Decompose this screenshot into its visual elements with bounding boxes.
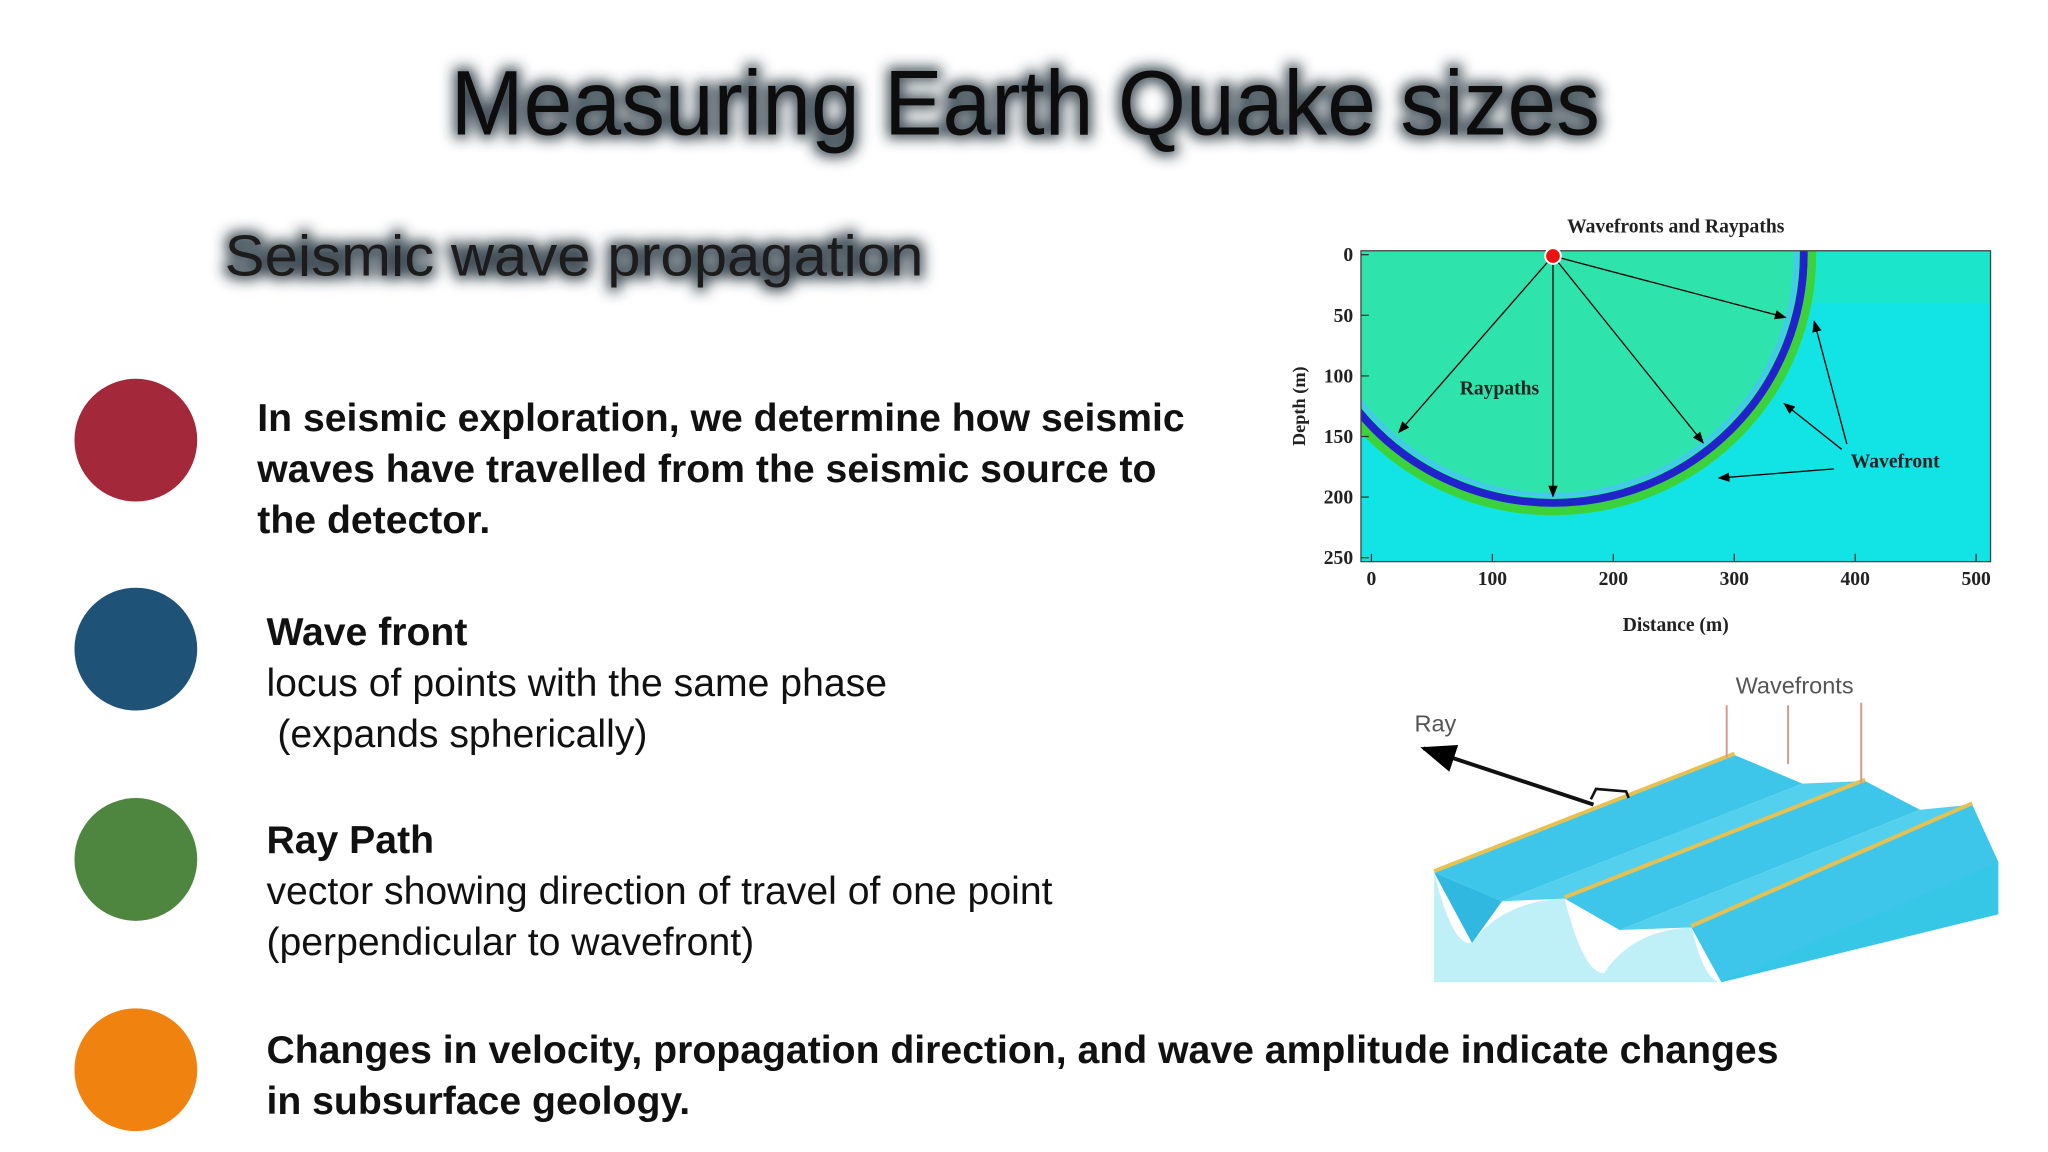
ray-arrow (1420, 744, 1595, 807)
y-axis-label: Depth (m) (1289, 366, 1310, 446)
bullet-text: in subsurface geology. (266, 1080, 690, 1123)
raypath-arrows (1398, 255, 1848, 498)
ridge-back-slope (1434, 754, 1803, 902)
bullet-text: waves have travelled from the seismic so… (256, 448, 1156, 491)
diagram-label: Ray (1415, 710, 1457, 736)
bullet-dot (74, 378, 198, 502)
annotation: Raypaths (1460, 378, 1540, 399)
bullet-text: Changes in velocity, propagation directi… (266, 1029, 1778, 1072)
bullet-dot (74, 587, 198, 711)
ray-arrow (1552, 255, 1787, 320)
front-face (1434, 872, 1722, 983)
source (1544, 247, 1562, 265)
x-tick-label: 200 (1599, 569, 1629, 590)
wavefront-arrow (1812, 320, 1848, 445)
bullet-dot (74, 798, 198, 921)
label-leaders (1725, 702, 1863, 784)
ridge-back-slope (1564, 781, 1920, 930)
crests (1433, 751, 1974, 928)
slide-title: Measuring Earth Quake sizes (451, 53, 1600, 155)
bullet-text: the detector. (257, 499, 490, 542)
bullet-text: locus of points with the same phase (266, 662, 887, 705)
y-tick-label: 0 (1343, 245, 1353, 266)
plot-area (1360, 250, 1991, 562)
x-tick-label: 500 (1961, 569, 1991, 590)
crest (1690, 801, 1974, 928)
annotation: Wavefront (1851, 452, 1940, 473)
ridge-back-slope (1691, 804, 1999, 983)
ridge-slope (1619, 804, 1973, 930)
wavefront-diagram: Ray Wavefronts (1415, 673, 1999, 983)
ticks: 0 100 200 300 400 500 0 50 100 150 200 250 (1324, 245, 1991, 590)
bullet-text: (expands spherically) (266, 713, 647, 756)
y-tick-label: 250 (1324, 548, 1354, 569)
diagram-label: Wavefronts (1736, 673, 1854, 699)
y-tick-label: 150 (1324, 427, 1354, 448)
ray-arrow (1398, 255, 1554, 434)
plot-frame (1360, 250, 1992, 563)
y-tick-label: 200 (1324, 488, 1354, 509)
bullet-heading: Wave front (266, 611, 467, 654)
bullet-text: vector showing direction of travel of on… (266, 870, 1052, 913)
crest (1433, 751, 1736, 874)
raypath-figure: Wavefronts and Raypaths Raypaths Wavefro… (1289, 216, 1992, 636)
bullet-text: (perpendicular to wavefront) (266, 921, 754, 964)
x-tick-label: 300 (1720, 569, 1750, 590)
bullet-heading: Ray Path (266, 819, 434, 862)
slide-subtitle: Seismic wave propagation (225, 225, 924, 289)
x-tick-label: 400 (1841, 569, 1871, 590)
x-tick-label: 0 (1367, 569, 1377, 590)
bullet-text: In seismic exploration, we determine how… (257, 397, 1184, 440)
ridge-slope (1502, 781, 1866, 902)
x-tick-label: 100 (1478, 569, 1508, 590)
ridge-shadow (1434, 872, 1503, 944)
wavefront-outer (1360, 250, 1817, 516)
x-axis-label: Distance (m) (1623, 615, 1729, 636)
figure-title: Wavefronts and Raypaths (1567, 216, 1785, 237)
wavefront-arrow (1717, 468, 1834, 482)
crest (1564, 777, 1866, 900)
wavefront (1360, 250, 1808, 507)
y-tick-label: 100 (1324, 366, 1354, 387)
y-tick-label: 50 (1334, 306, 1354, 327)
bullet-dot (74, 1008, 198, 1132)
wavefront-arrow (1783, 402, 1843, 450)
ray-arrow (1552, 255, 1704, 444)
right-angle (1589, 787, 1630, 800)
bullet-list: In seismic exploration, we determine how… (74, 378, 1779, 1132)
